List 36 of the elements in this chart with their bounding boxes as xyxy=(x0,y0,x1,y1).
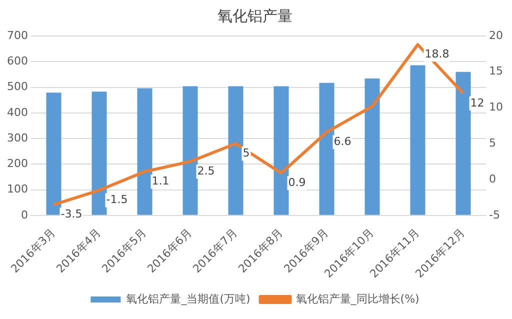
data-label: 0.9 xyxy=(288,176,306,189)
y2-tick-label: 20 xyxy=(489,28,504,42)
bar xyxy=(456,72,471,215)
bar xyxy=(92,92,107,215)
data-label: 1.1 xyxy=(152,174,170,188)
bar xyxy=(46,92,62,215)
y-tick-label: 200 xyxy=(6,157,28,170)
bar xyxy=(410,65,426,215)
bar xyxy=(364,78,380,215)
legend-label: 氧化铝产量_当期值(万吨) xyxy=(126,292,250,306)
data-label: -3.5 xyxy=(60,208,82,221)
chart-title: 氧化铝产量 xyxy=(218,6,292,25)
y-tick-label: 500 xyxy=(6,80,28,94)
y2-tick-label: 5 xyxy=(489,136,496,150)
bar xyxy=(228,86,244,215)
data-label: 6.6 xyxy=(334,135,352,148)
data-label: -1.5 xyxy=(106,193,128,206)
data-label: 18.8 xyxy=(424,47,450,60)
y-tick-label: 700 xyxy=(6,28,28,42)
data-label: 5 xyxy=(242,146,250,160)
y-tick-label: 400 xyxy=(6,106,28,119)
y2-tick-label: 15 xyxy=(489,64,504,78)
y2-tick-label: 0 xyxy=(489,172,496,186)
data-label: 12 xyxy=(470,96,484,110)
y-tick-label: 300 xyxy=(6,131,28,144)
bar xyxy=(319,82,334,215)
y-tick-label: 0 xyxy=(20,208,28,222)
bar xyxy=(137,88,152,215)
y2-tick-label: 10 xyxy=(489,100,504,114)
bar xyxy=(274,86,289,215)
y-tick-label: 600 xyxy=(6,54,28,68)
data-label: 2.5 xyxy=(197,164,215,178)
y2-tick-label: -5 xyxy=(489,208,500,222)
y-tick-label: 100 xyxy=(6,182,28,196)
bar xyxy=(182,86,198,215)
legend-label: 氧化铝产量_同比增长(%) xyxy=(296,292,420,306)
